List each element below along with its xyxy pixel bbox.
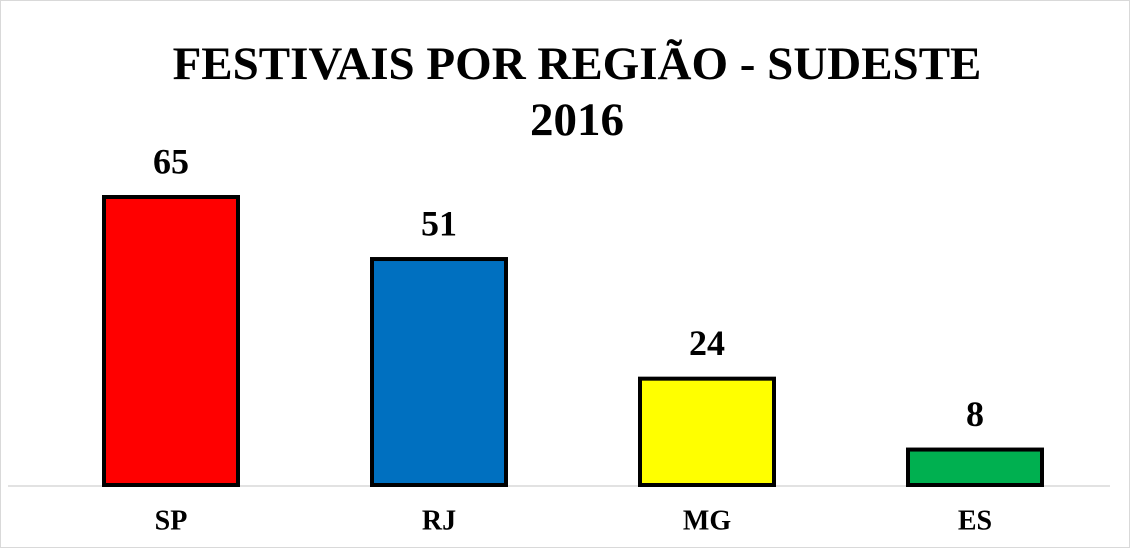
x-tick-label: ES	[958, 505, 992, 536]
value-label: 51	[421, 203, 457, 243]
chart-title: FESTIVAIS POR REGIÃO - SUDESTE 2016	[172, 38, 982, 146]
value-label: 65	[153, 141, 189, 181]
x-tick-label: MG	[683, 505, 731, 536]
bar	[370, 257, 508, 487]
bar	[638, 376, 776, 487]
x-tick-label: RJ	[422, 505, 456, 536]
value-label: 24	[689, 323, 725, 363]
value-label: 8	[966, 394, 984, 434]
bar	[102, 195, 240, 487]
x-tick-label: SP	[155, 505, 188, 536]
bar	[906, 447, 1044, 487]
